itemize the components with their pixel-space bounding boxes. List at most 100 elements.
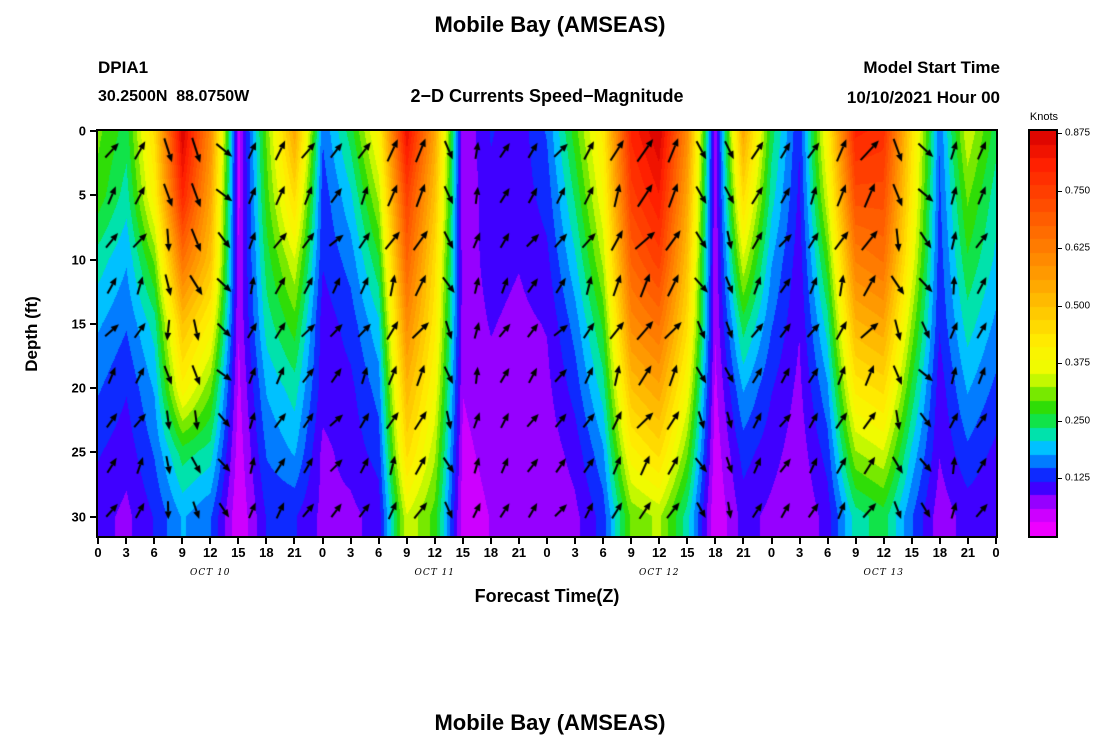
x-axis-tick bbox=[574, 538, 577, 544]
y-axis-label: Depth (ft) bbox=[22, 296, 41, 372]
x-tick-label: 18 bbox=[259, 545, 274, 560]
y-axis-tick bbox=[90, 322, 96, 325]
y-tick-label: 15 bbox=[71, 316, 86, 332]
x-axis-tick bbox=[181, 538, 184, 544]
x-tick-label: 18 bbox=[708, 545, 723, 560]
x-axis-tick bbox=[153, 538, 156, 544]
x-axis-tick bbox=[630, 538, 633, 544]
x-tick-label: 6 bbox=[150, 545, 158, 560]
x-axis-tick bbox=[546, 538, 548, 544]
x-axis-tick bbox=[405, 538, 408, 544]
x-axis-tick bbox=[938, 538, 941, 544]
x-axis-tick bbox=[293, 538, 296, 544]
x-tick-label: 9 bbox=[852, 545, 860, 560]
y-tick-label: 25 bbox=[71, 444, 86, 460]
x-axis-tick bbox=[265, 538, 268, 544]
x-tick-label: 12 bbox=[876, 545, 891, 560]
colorbar-tick bbox=[1057, 305, 1062, 307]
x-tick-label: 3 bbox=[795, 545, 804, 560]
colorbar-canvas bbox=[1030, 131, 1056, 536]
x-tick-label: 12 bbox=[427, 545, 442, 560]
model-start-time-label: Model Start Time bbox=[863, 58, 1000, 77]
x-tick-label: 3 bbox=[346, 545, 355, 560]
x-axis-tick bbox=[798, 538, 801, 544]
colorbar-tick bbox=[1057, 478, 1062, 480]
colorbar-tick-label: 0.750 bbox=[1065, 185, 1091, 197]
x-tick-label: 0 bbox=[767, 545, 776, 560]
x-axis-tick bbox=[349, 538, 352, 544]
x-axis-tick bbox=[321, 538, 324, 544]
x-axis-tick bbox=[854, 538, 857, 544]
x-tick-label: 3 bbox=[571, 545, 579, 560]
x-tick-label: 18 bbox=[932, 545, 948, 560]
x-axis-tick bbox=[377, 538, 380, 544]
x-axis-tick bbox=[433, 538, 436, 544]
page-title-bottom: Mobile Bay (AMSEAS) bbox=[434, 710, 666, 735]
x-axis-label: Forecast Time(Z) bbox=[474, 586, 620, 606]
x-tick-label: 0 bbox=[992, 545, 1000, 560]
x-tick-label: 0 bbox=[543, 545, 551, 560]
station-coordinates: 30.2500N 88.0750W bbox=[98, 88, 250, 105]
colorbar-unit-label: Knots bbox=[1029, 111, 1059, 123]
y-tick-label: 30 bbox=[71, 509, 86, 525]
y-axis-tick bbox=[90, 130, 96, 132]
x-axis-tick bbox=[237, 538, 240, 544]
station-id: DPIA1 bbox=[98, 58, 149, 77]
model-start-time-value: 10/10/2021 Hour 00 bbox=[846, 88, 1000, 107]
x-axis-tick bbox=[686, 538, 689, 544]
colorbar-tick bbox=[1057, 190, 1062, 192]
colorbar-tick-label: 0.500 bbox=[1065, 300, 1091, 312]
x-axis-tick bbox=[658, 538, 661, 544]
y-axis-tick bbox=[90, 258, 96, 261]
colorbar-tick-label: 0.625 bbox=[1065, 242, 1091, 254]
x-axis-tick bbox=[910, 538, 913, 544]
y-axis-tick bbox=[90, 194, 96, 197]
x-axis-date-label: OCT 10 bbox=[189, 568, 231, 578]
page-title: Mobile Bay (AMSEAS) bbox=[434, 12, 666, 37]
x-axis-tick bbox=[97, 538, 99, 544]
currents-heatmap-canvas bbox=[98, 131, 996, 536]
colorbar-tick-label: 0.375 bbox=[1065, 357, 1091, 369]
x-axis-tick bbox=[995, 538, 997, 544]
x-tick-label: 0 bbox=[94, 545, 102, 560]
x-tick-label: 3 bbox=[122, 545, 130, 560]
x-axis-tick bbox=[209, 538, 212, 544]
colorbar-tick-label: 0.250 bbox=[1065, 415, 1091, 427]
plot-subtitle: 2−D Currents Speed−Magnitude bbox=[410, 86, 684, 106]
colorbar-tick-label: 0.875 bbox=[1065, 127, 1091, 139]
x-tick-label: 0 bbox=[318, 545, 327, 560]
x-axis-date-label: OCT 13 bbox=[863, 568, 905, 578]
x-tick-label: 21 bbox=[736, 545, 751, 560]
x-axis-tick bbox=[714, 538, 717, 544]
y-tick-label: 0 bbox=[78, 123, 86, 139]
x-tick-label: 15 bbox=[231, 545, 246, 560]
x-axis-tick bbox=[966, 538, 969, 544]
x-axis-tick bbox=[602, 538, 605, 544]
x-tick-label: 6 bbox=[375, 545, 383, 560]
x-tick-label: 12 bbox=[652, 545, 667, 560]
colorbar-tick-label: 0.125 bbox=[1065, 472, 1091, 484]
x-axis-tick bbox=[770, 538, 773, 544]
plot-area bbox=[96, 129, 998, 538]
x-tick-label: 18 bbox=[483, 545, 499, 560]
y-axis-tick bbox=[90, 451, 96, 454]
x-tick-label: 15 bbox=[904, 545, 920, 560]
x-tick-label: 9 bbox=[178, 545, 186, 560]
x-tick-label: 21 bbox=[960, 545, 976, 560]
x-axis-tick bbox=[742, 538, 745, 544]
x-axis-tick bbox=[125, 538, 128, 544]
colorbar-tick bbox=[1057, 420, 1062, 422]
y-tick-label: 5 bbox=[78, 187, 86, 203]
x-axis-date-label: OCT 11 bbox=[414, 568, 456, 578]
x-axis-tick bbox=[882, 538, 885, 544]
colorbar-tick bbox=[1057, 133, 1062, 135]
x-axis-tick bbox=[517, 538, 520, 544]
x-tick-label: 9 bbox=[403, 545, 411, 560]
y-tick-label: 10 bbox=[71, 252, 86, 268]
x-tick-label: 15 bbox=[680, 545, 695, 560]
x-tick-label: 21 bbox=[287, 545, 302, 560]
x-tick-label: 9 bbox=[627, 545, 635, 560]
y-tick-label: 20 bbox=[71, 380, 86, 396]
colorbar-tick bbox=[1057, 248, 1062, 250]
